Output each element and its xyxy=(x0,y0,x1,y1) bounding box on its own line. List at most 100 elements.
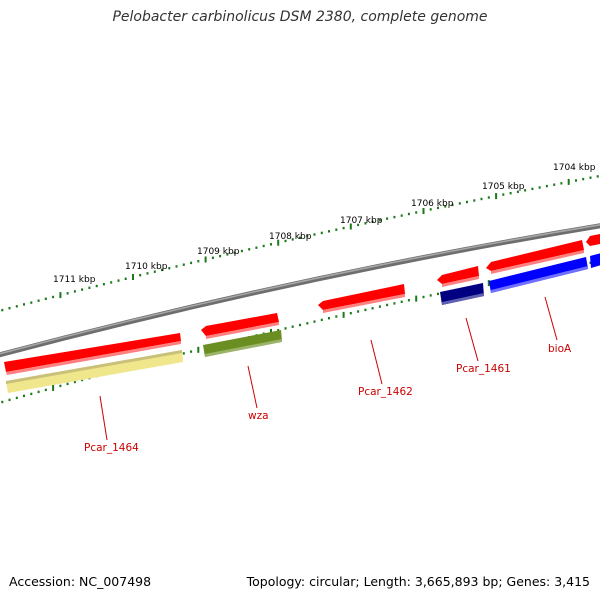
tick-label-1704: 1704 kbp xyxy=(553,163,596,173)
gene-block-pcar-1461[interactable] xyxy=(440,283,484,305)
gene-label-pcar-1461[interactable]: Pcar_1461 xyxy=(456,363,511,375)
leader-wza xyxy=(247,365,258,409)
scale-minor-tick xyxy=(88,286,91,289)
scale-major-tick xyxy=(567,178,570,185)
scale-minor-tick xyxy=(59,384,62,388)
scale-minor-tick xyxy=(553,183,556,186)
scale-major-tick xyxy=(59,292,62,299)
scale-minor-tick xyxy=(538,186,541,189)
scale-minor-tick xyxy=(1,308,4,312)
scale-minor-tick xyxy=(516,190,519,193)
genome-backbone-highlight xyxy=(0,224,600,355)
tick-labels: 1704 kbp 1705 kbp 1706 kbp 1707 kbp 1708… xyxy=(53,163,596,285)
gene-arrow-shade xyxy=(442,276,479,287)
scale-minor-tick xyxy=(371,220,374,223)
leader-pcar-1464 xyxy=(99,395,108,441)
leader-pcar-1462 xyxy=(370,339,383,385)
gene-arrow-shade xyxy=(6,341,181,375)
outer-scale-ring xyxy=(1,175,599,312)
scale-minor-tick xyxy=(44,297,47,300)
scale-minor-tick xyxy=(429,294,432,297)
gene-label-wza[interactable]: wza xyxy=(248,410,269,422)
scale-minor-tick xyxy=(313,320,316,323)
scale-minor-tick xyxy=(313,233,316,236)
scale-minor-tick xyxy=(197,260,200,263)
scale-minor-tick xyxy=(400,300,403,303)
gene-label-pcar-1462[interactable]: Pcar_1462 xyxy=(358,386,413,398)
scale-major-tick xyxy=(132,274,134,280)
gene-block-bioa[interactable] xyxy=(489,257,588,293)
gene-label-bioa[interactable]: bioA xyxy=(548,343,572,355)
scale-minor-tick xyxy=(320,318,323,322)
scale-minor-tick xyxy=(182,263,185,266)
scale-minor-tick xyxy=(66,292,69,295)
scale-minor-tick xyxy=(364,308,367,312)
scale-minor-tick xyxy=(473,199,476,202)
scale-minor-tick xyxy=(306,322,309,325)
gene-arrow-pcar-1462[interactable] xyxy=(318,284,405,310)
gene-arrow[interactable] xyxy=(201,313,279,336)
scale-minor-tick xyxy=(299,323,301,327)
scale-minor-tick xyxy=(270,243,272,246)
scale-major-tick xyxy=(204,256,207,263)
scale-minor-tick xyxy=(8,398,11,402)
gene-arrow-shade xyxy=(323,294,405,313)
scale-minor-tick xyxy=(328,230,330,233)
scale-minor-tick xyxy=(117,279,120,282)
genome-backbone xyxy=(0,223,600,358)
scale-minor-tick xyxy=(73,290,76,293)
scale-major-tick xyxy=(52,384,55,391)
gene-block[interactable] xyxy=(590,252,600,268)
scale-minor-tick xyxy=(182,352,185,355)
scale-minor-tick xyxy=(371,307,374,310)
gene-arrow[interactable] xyxy=(586,233,600,246)
scale-minor-tick xyxy=(168,267,171,270)
scale-minor-tick xyxy=(23,394,25,398)
genome-title: Pelobacter carbinolicus DSM 2380, comple… xyxy=(112,9,488,25)
label-leader-lines xyxy=(99,296,558,441)
scale-minor-tick xyxy=(386,217,389,220)
tick-label-1707: 1707 kbp xyxy=(340,216,383,226)
scale-minor-tick xyxy=(73,380,76,384)
scale-minor-tick xyxy=(284,239,287,243)
scale-minor-tick xyxy=(240,249,243,253)
scale-minor-tick xyxy=(190,350,193,353)
reverse-strand-genes xyxy=(6,252,600,393)
scale-minor-tick xyxy=(139,274,142,277)
gene-labels: Pcar_1464 wza Pcar_1462 Pcar_1461 bioA xyxy=(84,343,572,454)
scale-minor-tick xyxy=(291,238,294,241)
scale-minor-tick xyxy=(255,246,258,249)
gene-label-pcar-1464[interactable]: Pcar_1464 xyxy=(84,442,139,454)
scale-major-tick xyxy=(495,193,498,200)
gene-arrow[interactable] xyxy=(437,266,479,284)
scale-minor-tick xyxy=(262,244,265,248)
gene-block-shade xyxy=(205,339,282,357)
scale-minor-tick xyxy=(458,202,461,205)
genome-summary: Topology: circular; Length: 3,665,893 bp… xyxy=(246,574,590,589)
gene-block-shade xyxy=(6,350,182,384)
scale-minor-tick xyxy=(560,182,563,185)
leader-bioa xyxy=(544,296,558,341)
gene-arrow[interactable] xyxy=(4,333,181,372)
scale-minor-tick xyxy=(15,305,18,308)
tick-label-1706: 1706 kbp xyxy=(411,199,454,209)
scale-minor-tick xyxy=(66,382,69,386)
gene-block-wza[interactable] xyxy=(203,330,282,357)
tick-label-1711: 1711 kbp xyxy=(53,275,96,285)
leader-pcar-1461 xyxy=(465,317,479,362)
scale-minor-tick xyxy=(502,193,505,196)
scale-major-tick xyxy=(270,328,272,335)
scale-minor-tick xyxy=(15,396,18,400)
scale-major-tick xyxy=(277,239,280,246)
scale-minor-tick xyxy=(349,312,352,315)
gene-arrow[interactable] xyxy=(486,240,584,271)
scale-minor-tick xyxy=(422,295,425,299)
scale-minor-tick xyxy=(233,251,236,254)
scale-minor-tick xyxy=(364,222,367,225)
scale-minor-tick xyxy=(146,272,149,275)
scale-minor-tick xyxy=(102,283,105,286)
scale-minor-tick xyxy=(219,254,222,258)
scale-major-tick xyxy=(349,223,352,230)
gene-block-pcar-1464[interactable] xyxy=(6,350,183,393)
